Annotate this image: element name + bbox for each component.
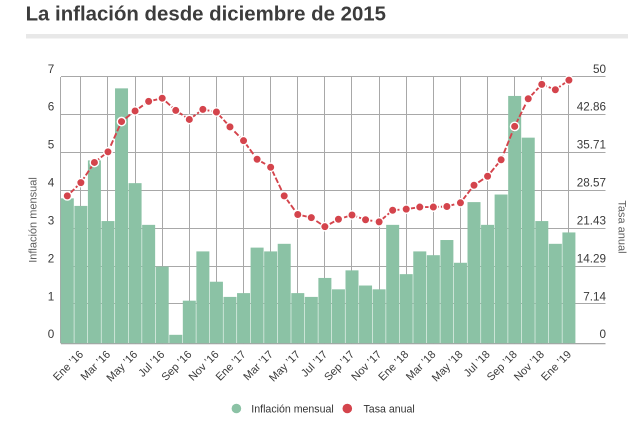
svg-text:42.86: 42.86	[577, 101, 606, 114]
svg-text:La inflación desde diciembre d: La inflación desde diciembre de 2015	[26, 4, 386, 26]
svg-text:21.43: 21.43	[577, 214, 606, 227]
svg-text:5: 5	[48, 139, 55, 152]
svg-text:0: 0	[48, 328, 55, 341]
svg-text:2: 2	[48, 252, 55, 265]
svg-text:Inflación mensual: Inflación mensual	[251, 404, 333, 416]
svg-text:28.57: 28.57	[577, 177, 606, 190]
svg-text:Tasa anual: Tasa anual	[615, 200, 627, 253]
svg-text:4: 4	[48, 177, 55, 190]
svg-text:7.14: 7.14	[583, 290, 606, 303]
svg-text:0: 0	[599, 328, 606, 341]
svg-text:3: 3	[48, 214, 55, 227]
svg-text:6: 6	[48, 101, 55, 114]
svg-text:1: 1	[48, 290, 55, 303]
svg-text:7: 7	[48, 63, 55, 76]
svg-text:14.29: 14.29	[577, 252, 606, 265]
svg-text:50: 50	[593, 63, 607, 76]
svg-text:Inflación mensual: Inflación mensual	[27, 177, 39, 263]
svg-text:35.71: 35.71	[577, 139, 606, 152]
svg-text:Tasa anual: Tasa anual	[364, 404, 415, 416]
